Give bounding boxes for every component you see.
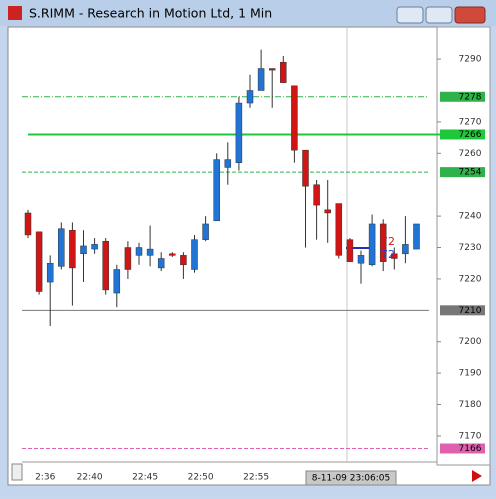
candle-body bbox=[102, 240, 109, 291]
y-tick-label: 7230 bbox=[459, 243, 482, 253]
level-label-box bbox=[440, 129, 485, 140]
candle-body bbox=[280, 61, 287, 83]
cursor-label-box bbox=[305, 470, 397, 486]
candle-body bbox=[146, 248, 154, 256]
candle-body bbox=[169, 253, 176, 256]
candle-body bbox=[268, 68, 276, 71]
candle-body bbox=[335, 203, 343, 256]
candle-body bbox=[202, 223, 209, 240]
candle-body bbox=[157, 258, 165, 269]
level-label: 7254 bbox=[459, 168, 482, 178]
candle-body bbox=[224, 159, 232, 168]
candle-body bbox=[213, 159, 220, 222]
y-tick-label: 7290 bbox=[459, 55, 482, 65]
candle-body bbox=[246, 90, 254, 104]
scroll-box[interactable] bbox=[11, 463, 23, 481]
candle-body bbox=[413, 223, 420, 250]
level-label-box bbox=[440, 305, 485, 316]
close-button[interactable] bbox=[454, 6, 486, 24]
level-label: 7210 bbox=[459, 306, 482, 316]
level-label: 7266 bbox=[459, 130, 482, 140]
candle-body bbox=[379, 223, 387, 262]
maximize-button[interactable] bbox=[425, 6, 453, 24]
candle-body bbox=[69, 229, 76, 269]
candle-body bbox=[368, 223, 376, 266]
x-tick-label: 2:36 bbox=[35, 473, 55, 483]
plot: 7290 7270 7260 7240 7230 7220 7200 7190 7180 7170… bbox=[22, 49, 485, 483]
scroll-arrow[interactable] bbox=[472, 470, 482, 482]
candle-body bbox=[135, 247, 143, 256]
y-tick-label: 7200 bbox=[459, 337, 482, 347]
candle-body bbox=[357, 255, 365, 264]
candle-body bbox=[191, 239, 198, 270]
x-tick-label: 22:50 bbox=[188, 473, 214, 483]
candle-body bbox=[180, 255, 187, 266]
level-label: 7166 bbox=[459, 444, 482, 454]
annotation: 72 bbox=[381, 235, 395, 248]
y-tick-label: 7190 bbox=[459, 369, 482, 379]
x-tick-label: 22:55 bbox=[243, 473, 269, 483]
candle-body bbox=[313, 184, 320, 206]
y-tick-label: 7220 bbox=[459, 274, 482, 284]
annotation: 72 bbox=[381, 248, 395, 261]
x-tick-label: 22:45 bbox=[132, 473, 158, 483]
level-label-box bbox=[440, 91, 485, 102]
level-label: 7278 bbox=[459, 92, 482, 102]
candle-body bbox=[113, 269, 121, 294]
window-title: S.RIMM - Research in Motion Ltd, 1 Min bbox=[29, 6, 272, 21]
app-icon bbox=[8, 6, 22, 20]
candle-body bbox=[235, 102, 243, 163]
minimize-button[interactable] bbox=[396, 6, 424, 24]
candle-body bbox=[24, 212, 32, 236]
y-tick-label: 7180 bbox=[459, 400, 482, 410]
y-tick-label: 7270 bbox=[459, 117, 482, 127]
candle-body bbox=[291, 85, 298, 151]
chart-frame bbox=[7, 26, 491, 486]
cursor-label: 8-11-09 23:06:05 bbox=[312, 474, 390, 484]
candle-body bbox=[80, 245, 87, 255]
candle-body bbox=[58, 228, 65, 267]
y-tick-label: 7260 bbox=[459, 149, 482, 159]
candle-body bbox=[324, 209, 331, 214]
candle-body bbox=[91, 244, 98, 250]
candle-body bbox=[302, 149, 309, 187]
level-label-box bbox=[440, 167, 485, 178]
level-label-box bbox=[440, 443, 485, 454]
candle-body bbox=[46, 262, 54, 283]
y-tick-label: 7240 bbox=[459, 212, 482, 222]
candle-body bbox=[124, 247, 132, 270]
candle-body bbox=[257, 68, 265, 91]
y-tick-label: 7170 bbox=[459, 431, 482, 441]
candle-body bbox=[35, 231, 43, 292]
x-tick-label: 22:40 bbox=[77, 473, 103, 483]
candle-body bbox=[402, 244, 409, 255]
candle-body bbox=[391, 253, 398, 259]
candle-body bbox=[346, 239, 354, 262]
